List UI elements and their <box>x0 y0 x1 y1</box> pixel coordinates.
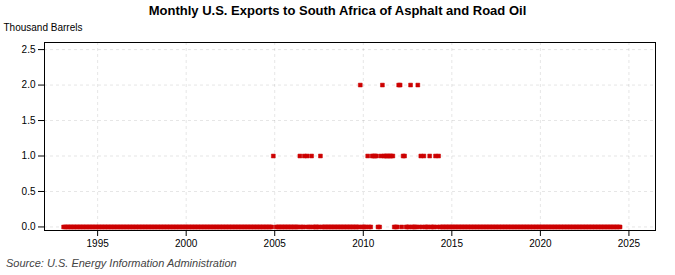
svg-text:2005: 2005 <box>264 238 287 249</box>
svg-text:0.5: 0.5 <box>22 186 36 197</box>
html-text:Monthly U.S. Exports to South: Monthly U.S. Exports to South Africa of … <box>148 3 527 18</box>
svg-text:1995: 1995 <box>87 238 110 249</box>
svg-text:1.5: 1.5 <box>22 115 36 126</box>
svg-text:0.0: 0.0 <box>22 221 36 232</box>
svg-text:2015: 2015 <box>441 238 464 249</box>
svg-text:Thousand Barrels: Thousand Barrels <box>4 22 83 33</box>
svg-text:2.0: 2.0 <box>22 79 36 90</box>
svg-text:2000: 2000 <box>175 238 198 249</box>
svg-text:2020: 2020 <box>529 238 552 249</box>
svg-text:2010: 2010 <box>352 238 375 249</box>
html-text:Source: U.S. Energy Informatio: Source: U.S. Energy Information Administ… <box>6 257 237 269</box>
svg-text:2025: 2025 <box>618 238 641 249</box>
svg-text:2.5: 2.5 <box>22 44 36 55</box>
svg-text:1.0: 1.0 <box>22 150 36 161</box>
